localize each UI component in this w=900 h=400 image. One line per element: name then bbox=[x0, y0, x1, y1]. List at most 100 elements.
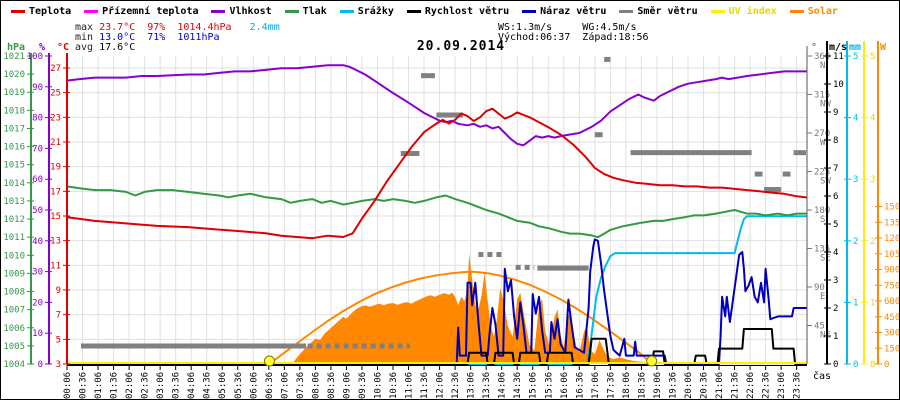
axis-tick-label: 70 bbox=[32, 144, 43, 154]
sunrise-stat: Východ:06:37 bbox=[498, 32, 571, 43]
time-label: 03:36 bbox=[172, 372, 182, 399]
legend-item: Náraz větru bbox=[522, 6, 606, 17]
legend-swatch bbox=[789, 9, 804, 13]
time-label: 03:06 bbox=[156, 372, 166, 399]
time-label: 11:06 bbox=[405, 372, 415, 399]
time-label: 07:06 bbox=[280, 372, 290, 399]
axis-tick-label: 1 bbox=[833, 332, 838, 342]
time-label: 21:36 bbox=[731, 372, 741, 399]
axis-tick-label: 9 bbox=[56, 286, 61, 296]
stats-min-row: min 13.0°C 71% 1011hPa bbox=[75, 33, 280, 43]
axis-tick-label: 3 bbox=[870, 175, 875, 185]
axis-tick-label: 90 bbox=[32, 83, 43, 93]
axis-tick-label: 5 bbox=[870, 52, 875, 62]
axis-tick-label: SE bbox=[820, 254, 831, 264]
stats-max-humidity: 97% bbox=[147, 22, 166, 33]
x-axis-title: čas bbox=[813, 370, 831, 382]
axis-tick-label: 0 bbox=[38, 360, 43, 370]
axis-tick-label: 1011 bbox=[3, 233, 25, 243]
axis-tick-label: 1050 bbox=[884, 250, 900, 260]
legend-swatch bbox=[84, 9, 99, 13]
time-label: 16:06 bbox=[560, 372, 570, 399]
time-label: 22:36 bbox=[762, 372, 772, 399]
stats-block: max 23.7°C 97% 1014.4hPa 2.4mm min 13.0°… bbox=[75, 23, 280, 53]
wind-sun-stats: WS:1.3m/s WG:4.5m/s Východ:06:37 Západ:1… bbox=[498, 23, 649, 43]
axis-tick-label: 25 bbox=[50, 89, 61, 99]
legend-swatch bbox=[619, 9, 634, 13]
axis-tick-label: 45 bbox=[814, 322, 825, 332]
axis-tick-label: NW bbox=[820, 100, 831, 110]
axis-tick-label: 5 bbox=[56, 335, 61, 345]
wind-gust-line bbox=[67, 238, 807, 365]
time-label: 12:36 bbox=[451, 372, 461, 399]
stats-min-label: min bbox=[75, 32, 94, 43]
solar-area bbox=[292, 253, 808, 364]
stats-avg-temp: 17.6°C bbox=[99, 42, 136, 53]
temperature-line bbox=[66, 107, 808, 240]
time-label: 04:06 bbox=[187, 372, 197, 399]
axis-tick-label: E bbox=[820, 292, 825, 302]
sunrise-marker bbox=[263, 355, 275, 367]
axis-tick-label: 1018 bbox=[3, 106, 25, 116]
stats-min-pressure: 1011hPa bbox=[177, 32, 220, 43]
axis-tick-label: 60 bbox=[32, 175, 43, 185]
axis-tick-label: 7 bbox=[833, 164, 838, 174]
pressure-axis-header: hPa bbox=[7, 42, 25, 53]
time-label: 18:36 bbox=[637, 372, 647, 399]
time-label: 06:06 bbox=[249, 372, 259, 399]
stats-min-temp: 13.0°C bbox=[99, 32, 136, 43]
legend-label: Srážky bbox=[357, 5, 394, 17]
legend-item: Srážky bbox=[339, 5, 394, 17]
axis-tick-label: 1021 bbox=[3, 52, 25, 62]
axis-tick-label: 180 bbox=[814, 206, 830, 216]
axis-tick-label: 1017 bbox=[3, 124, 25, 134]
axis-tick-label: 4 bbox=[870, 114, 875, 124]
axis-tick-label: 1020 bbox=[3, 70, 25, 80]
time-label: 02:06 bbox=[125, 372, 135, 399]
time-label: 10:36 bbox=[389, 372, 399, 399]
axis-tick-label: 80 bbox=[32, 114, 43, 124]
stats-max-label: max bbox=[75, 22, 94, 33]
time-label: 07:36 bbox=[296, 372, 306, 399]
legend-swatch bbox=[406, 9, 421, 13]
axis-tick-label: 13 bbox=[50, 237, 61, 247]
axis-tick-label: 2 bbox=[853, 237, 858, 247]
axis-tick-label: 23 bbox=[50, 113, 61, 123]
axis-tick-label: 1 bbox=[853, 298, 858, 308]
axis-tick-label: 225 bbox=[814, 168, 830, 178]
axis-tick-label: 4 bbox=[833, 248, 838, 258]
axis-tick-label: 90 bbox=[814, 283, 825, 293]
axis-tick-label: 50 bbox=[32, 206, 43, 216]
axis-tick-label: 1 bbox=[870, 298, 875, 308]
legend-label: Přízemní teplota bbox=[102, 5, 199, 17]
legend-label: Rychlost větru bbox=[424, 5, 510, 17]
axis-tick-label: 19 bbox=[50, 163, 61, 173]
time-label: 08:06 bbox=[311, 372, 321, 399]
axis-tick-label: 1015 bbox=[3, 161, 25, 171]
stats-precip-total: 2.4mm bbox=[249, 22, 280, 33]
axis-tick-label: 1200 bbox=[884, 234, 900, 244]
axis-tick-label: 450 bbox=[884, 313, 900, 323]
axis-tick-label: 3 bbox=[853, 175, 858, 185]
axis-tick-label: 2 bbox=[870, 237, 875, 247]
time-label: 16:36 bbox=[575, 372, 585, 399]
time-label: 15:06 bbox=[529, 372, 539, 399]
axis-tick-label: 15 bbox=[50, 212, 61, 222]
legend-label: UV index bbox=[728, 5, 777, 17]
legend-item: Přízemní teplota bbox=[84, 6, 198, 17]
axis-tick-label: 600 bbox=[884, 297, 900, 307]
axis-tick-label: 17 bbox=[50, 187, 61, 197]
time-label: 08:36 bbox=[327, 372, 337, 399]
legend-label: Solar bbox=[807, 5, 838, 17]
wind-speed-line bbox=[67, 328, 807, 365]
sunset-marker bbox=[646, 355, 658, 367]
axis-tick-label: 27 bbox=[50, 64, 61, 74]
time-label: 00:06 bbox=[63, 372, 73, 399]
stats-avg-label: avg bbox=[75, 42, 94, 53]
legend-label: Tlak bbox=[302, 5, 327, 17]
legend: Teplota Přízemní teplota Vlhkost Tlak Srážky… bbox=[11, 4, 891, 18]
axis-tick-label: 7 bbox=[56, 311, 61, 321]
dir-axis-header: ° bbox=[811, 42, 817, 53]
